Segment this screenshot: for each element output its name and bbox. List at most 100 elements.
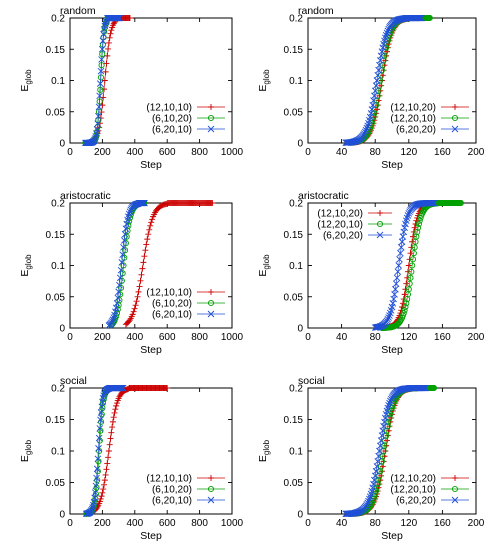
data-point — [93, 126, 101, 133]
data-point — [400, 296, 407, 303]
x-tick-label: 0 — [67, 147, 73, 158]
data-point — [367, 122, 375, 129]
data-point — [136, 283, 143, 290]
data-point — [108, 318, 116, 325]
data-point — [115, 15, 123, 22]
data-point — [139, 200, 147, 207]
data-point — [407, 274, 414, 281]
x-tick-label: 1000 — [221, 332, 244, 343]
data-point — [97, 409, 105, 416]
data-point — [93, 474, 100, 482]
legend-swatch-marker — [207, 299, 215, 307]
data-point — [117, 284, 125, 291]
y-axis-label-main: E — [257, 270, 269, 277]
y-tick-label: 0.1 — [51, 447, 65, 458]
legend-swatch-marker — [207, 485, 215, 493]
data-point — [373, 77, 381, 84]
data-point — [118, 259, 126, 266]
legend-swatch-marker — [451, 485, 459, 493]
data-point — [115, 15, 122, 22]
data-point — [146, 226, 153, 233]
data-point — [106, 34, 113, 41]
data-point — [114, 306, 121, 313]
data-point — [91, 494, 98, 502]
data-point — [129, 311, 136, 318]
data-point — [109, 316, 117, 324]
data-point — [408, 268, 415, 275]
legend-label: (12,10,10) — [146, 103, 192, 114]
y-tick-label: 0 — [59, 139, 65, 150]
y-tick-label: 0.05 — [284, 107, 304, 118]
data-point — [116, 297, 123, 304]
y-tick-label: 0 — [297, 139, 303, 150]
legend-label: (12,20,10) — [317, 220, 363, 231]
x-tick-label: 1000 — [221, 147, 244, 158]
y-axis-label: Eglob — [19, 439, 33, 462]
x-tick-label: 600 — [159, 332, 176, 343]
data-point — [95, 445, 102, 452]
data-point — [117, 291, 124, 298]
legend: (12,10,10)(6,10,20)(6,20,10) — [146, 474, 225, 507]
y-axis-label-subscript: glob — [24, 254, 33, 270]
legend-swatch-marker — [376, 220, 384, 228]
data-point — [368, 120, 375, 127]
data-point — [378, 48, 386, 55]
y-tick-label: 0 — [59, 510, 65, 521]
data-point — [101, 86, 108, 93]
data-point — [113, 15, 121, 22]
data-point — [103, 466, 110, 473]
y-tick-label: 0.15 — [46, 415, 66, 426]
x-tick-label: 200 — [468, 518, 485, 529]
x-axis-label: Step — [381, 159, 403, 171]
data-point — [95, 112, 102, 120]
data-point — [112, 308, 119, 316]
data-point — [408, 244, 415, 251]
y-axis-label-main: E — [19, 455, 31, 462]
y-axis-label-main: E — [19, 270, 31, 277]
data-point — [105, 448, 112, 454]
data-point — [404, 212, 412, 219]
x-tick-label: 400 — [126, 147, 143, 158]
data-point — [138, 200, 146, 207]
data-point — [105, 454, 112, 461]
legend-swatch-marker — [377, 210, 383, 216]
data-point — [101, 477, 108, 484]
data-point — [409, 256, 417, 263]
data-point — [381, 52, 388, 59]
legend: (12,10,20)(12,20,10)(6,20,20) — [390, 474, 469, 507]
data-point — [385, 314, 392, 321]
x-tick-label: 800 — [191, 332, 208, 343]
data-point — [457, 200, 464, 207]
data-point — [121, 230, 129, 238]
data-point — [383, 427, 391, 434]
y-tick-label: 0.05 — [46, 478, 66, 489]
legend: (12,10,20)(12,20,10)(6,20,20) — [317, 209, 392, 242]
data-point — [429, 200, 437, 207]
data-point — [427, 200, 434, 207]
data-point — [430, 200, 438, 207]
x-axis-label: Step — [140, 159, 162, 171]
data-point — [410, 228, 417, 235]
x-tick-label: 1000 — [221, 518, 244, 529]
data-point — [88, 505, 96, 513]
legend: (12,10,20)(12,20,10)(6,20,20) — [390, 103, 469, 136]
data-point — [116, 385, 124, 392]
data-point — [110, 414, 117, 421]
data-point — [393, 274, 401, 282]
data-point — [137, 200, 145, 207]
data-point — [99, 489, 106, 496]
data-point — [96, 498, 103, 505]
data-point — [98, 56, 105, 63]
data-point — [107, 435, 114, 442]
data-point — [416, 217, 423, 224]
data-point — [118, 385, 126, 392]
x-tick-label: 0 — [67, 518, 73, 529]
data-point — [113, 400, 120, 407]
data-point — [104, 52, 111, 59]
data-point — [415, 220, 422, 228]
data-point — [406, 256, 413, 263]
data-point — [375, 452, 382, 460]
data-point — [126, 208, 134, 215]
